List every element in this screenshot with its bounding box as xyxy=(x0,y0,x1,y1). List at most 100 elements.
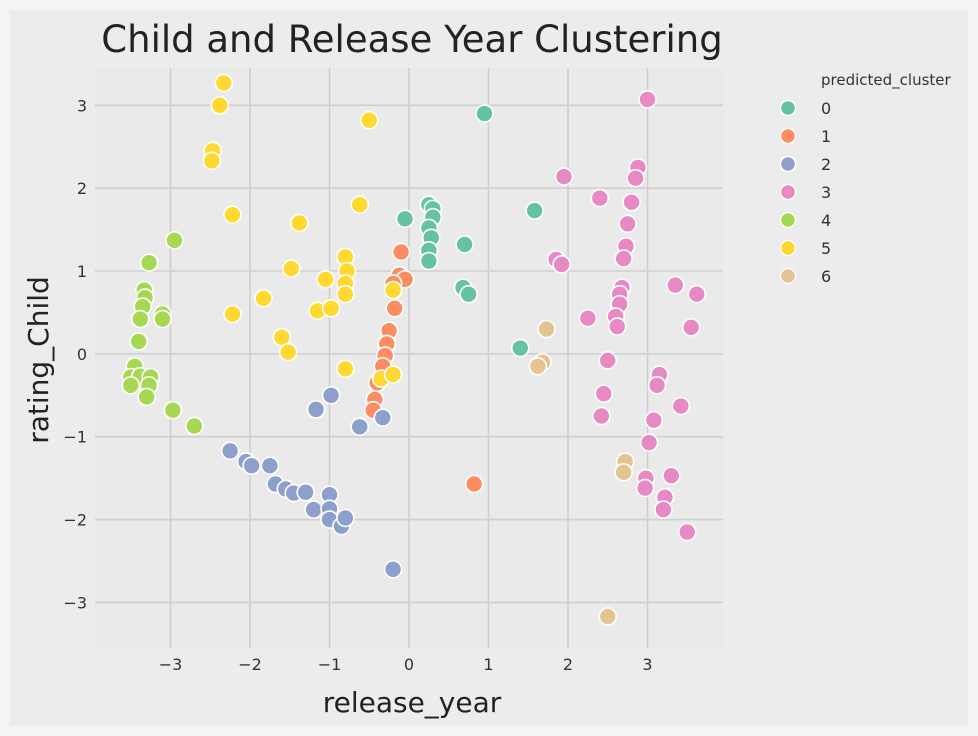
grid-lines xyxy=(95,68,723,648)
legend-label: 2 xyxy=(821,155,831,174)
scatter-point-cluster-5 xyxy=(383,280,403,300)
scatter-point-cluster-0 xyxy=(510,338,530,358)
scatter-point-cluster-2 xyxy=(383,559,403,579)
legend-label: 6 xyxy=(821,267,831,286)
scatter-point-cluster-4 xyxy=(165,231,184,250)
legend-label: 1 xyxy=(821,127,831,146)
scatter-point-cluster-3 xyxy=(639,433,659,452)
scatter-point-cluster-3 xyxy=(622,192,641,212)
scatter-point-cluster-3 xyxy=(554,167,574,186)
scatter-point-cluster-3 xyxy=(638,90,657,109)
x-tick-label: 1 xyxy=(483,655,493,674)
legend-label: 0 xyxy=(821,99,831,118)
scatter-point-cluster-3 xyxy=(654,500,673,519)
legend: predicted_cluster 0 1 2 3 4 5 6 xyxy=(779,71,952,286)
y-tick-label: 2 xyxy=(77,179,87,198)
x-tick-label: −1 xyxy=(318,655,342,674)
scatter-point-cluster-3 xyxy=(666,275,685,295)
x-axis-label: release_year xyxy=(323,686,502,719)
scatter-point-cluster-3 xyxy=(626,168,645,188)
scatter-point-cluster-0 xyxy=(475,104,494,123)
scatter-point-cluster-5 xyxy=(321,298,341,318)
scatter-point-cluster-3 xyxy=(671,396,691,416)
scatter-point-cluster-3 xyxy=(635,478,655,498)
legend-marker xyxy=(779,99,797,117)
y-axis-label: rating_Child xyxy=(22,276,55,444)
scatter-point-cluster-4 xyxy=(139,253,159,273)
scatter-point-cluster-3 xyxy=(681,318,701,337)
legend-marker xyxy=(779,155,797,173)
x-tick-labels: −3 −2 −1 0 1 2 3 xyxy=(159,655,653,674)
scatter-point-cluster-5 xyxy=(210,95,230,115)
scatter-point-cluster-5 xyxy=(278,342,298,362)
scatter-point-cluster-1 xyxy=(391,242,411,262)
legend-label: 3 xyxy=(821,183,831,202)
scatter-point-cluster-0 xyxy=(419,251,439,271)
scatter-point-cluster-5 xyxy=(289,213,309,233)
scatter-point-cluster-5 xyxy=(316,269,335,289)
chart-title: Child and Release Year Clustering xyxy=(101,18,722,61)
scatter-point-cluster-3 xyxy=(598,351,618,370)
scatter-point-cluster-2 xyxy=(242,456,261,476)
scatter-point-cluster-3 xyxy=(590,188,610,208)
scatter-point-cluster-4 xyxy=(185,416,204,436)
scatter-point-cluster-2 xyxy=(260,456,280,476)
scatter-point-cluster-5 xyxy=(359,110,379,130)
y-tick-label: −3 xyxy=(63,593,87,612)
legend-marker xyxy=(779,183,797,201)
scatter-point-cluster-0 xyxy=(395,209,415,229)
legend-title: predicted_cluster xyxy=(821,71,952,90)
scatter-point-cluster-4 xyxy=(153,309,172,329)
scatter-point-cluster-3 xyxy=(607,317,627,336)
scatter-point-cluster-3 xyxy=(578,308,598,328)
scatter-point-cluster-4 xyxy=(163,400,183,420)
scatter-point-cluster-5 xyxy=(202,151,222,171)
scatter-point-cluster-2 xyxy=(304,500,323,519)
scatter-point-cluster-3 xyxy=(552,255,571,274)
x-tick-label: −2 xyxy=(238,655,262,674)
y-tick-label: −1 xyxy=(63,428,87,447)
legend-label: 5 xyxy=(821,239,831,258)
scatter-point-cluster-3 xyxy=(644,410,664,430)
scatter-point-cluster-5 xyxy=(383,365,403,384)
x-tick-label: 0 xyxy=(404,655,414,674)
scatter-point-cluster-4 xyxy=(137,387,156,407)
scatter-point-cluster-5 xyxy=(336,284,355,304)
scatter-point-cluster-2 xyxy=(220,441,240,461)
scatter-point-cluster-3 xyxy=(677,522,697,542)
scatter-point-cluster-3 xyxy=(594,384,614,403)
scatter-point-cluster-3 xyxy=(687,284,707,304)
y-tick-label: 0 xyxy=(77,345,87,364)
scatter-point-cluster-3 xyxy=(614,249,633,268)
scatter-point-cluster-1 xyxy=(464,474,484,494)
y-tick-labels: −3 −2 −1 0 1 2 3 xyxy=(63,96,87,612)
scatter-point-cluster-3 xyxy=(592,406,611,426)
scatter-point-cluster-5 xyxy=(336,359,355,379)
scatter-point-cluster-5 xyxy=(282,259,301,278)
scatter-point-cluster-4 xyxy=(129,332,149,351)
y-tick-label: 1 xyxy=(77,262,87,281)
scatter-point-cluster-6 xyxy=(537,319,556,339)
x-tick-label: −3 xyxy=(159,655,183,674)
scatter-point-cluster-2 xyxy=(373,408,393,427)
scatter-point-cluster-3 xyxy=(662,466,681,485)
legend-label: 4 xyxy=(821,211,831,230)
scatter-point-cluster-0 xyxy=(455,235,474,254)
legend-marker xyxy=(779,127,797,145)
scatter-point-cluster-2 xyxy=(306,400,326,419)
scatter-point-cluster-5 xyxy=(350,195,370,215)
scatter-point-cluster-6 xyxy=(614,463,633,482)
scatter-point-cluster-5 xyxy=(223,205,242,224)
scatter-point-cluster-6 xyxy=(528,356,548,376)
y-tick-label: −2 xyxy=(63,511,87,530)
scatter-point-cluster-6 xyxy=(598,607,618,626)
scatter-point-cluster-3 xyxy=(618,214,637,234)
scatter-point-cluster-2 xyxy=(296,482,315,502)
x-tick-label: 2 xyxy=(563,655,573,674)
scatter-point-cluster-2 xyxy=(321,385,341,405)
scatter-point-cluster-4 xyxy=(121,376,141,395)
scatter-point-cluster-5 xyxy=(254,289,273,308)
scatter-point-cluster-0 xyxy=(459,284,478,304)
scatter-point-cluster-5 xyxy=(223,304,242,324)
